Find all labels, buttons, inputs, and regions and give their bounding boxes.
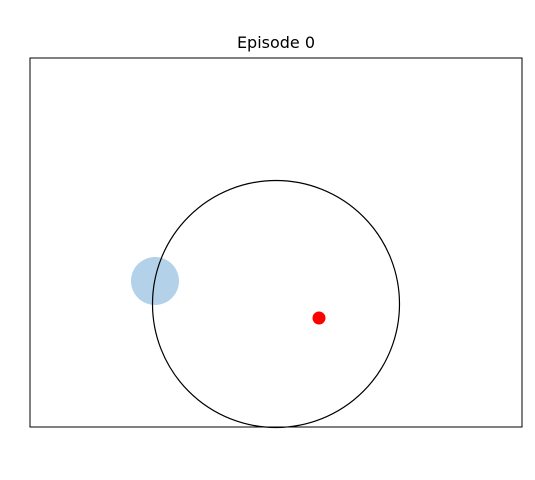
episode-title: Episode 0 [236, 33, 316, 52]
arena-boundary [29, 57, 523, 428]
agent-marker [312, 311, 326, 325]
range-ring [151, 179, 401, 429]
